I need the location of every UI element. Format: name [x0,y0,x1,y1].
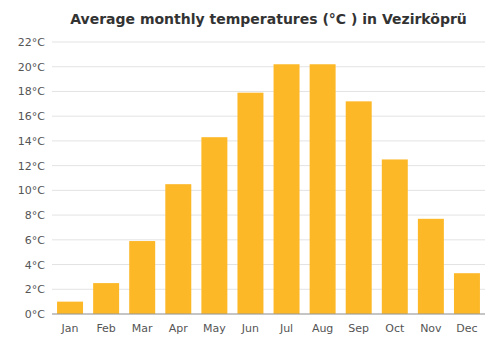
y-tick-label: 22°C [18,36,45,49]
y-tick-label: 20°C [18,61,45,74]
chart-svg: Average monthly temperatures (°C ) in Ve… [0,0,500,350]
bar [129,241,155,314]
bar [93,283,119,314]
x-tick-label: Mar [132,322,153,335]
x-tick-label: Jun [241,322,259,335]
y-tick-label: 2°C [25,283,45,296]
y-tick-label: 14°C [18,135,45,148]
bars [57,64,480,314]
bar [237,93,263,314]
grid-line [52,314,485,315]
grid-line [52,42,485,43]
y-tick-label: 12°C [18,160,45,173]
bar [57,302,83,314]
x-tick-label: Nov [420,322,442,335]
y-axis-labels: 0°C 2°C 4°C 6°C 8°C 10°C 12°C 14°C 16°C 18°C 20°C 2… [18,36,45,321]
bar [310,64,336,314]
grid-line [52,116,485,117]
x-tick-label: Aug [312,322,333,335]
grid-line [52,66,485,67]
grid-line [52,91,485,92]
y-tick-label: 10°C [18,184,45,197]
y-tick-label: 0°C [25,308,45,321]
grid-line [52,190,485,191]
y-tick-label: 6°C [25,234,45,247]
bar [454,273,480,314]
y-tick-label: 4°C [25,259,45,272]
x-tick-label: Jan [61,322,79,335]
y-tick-label: 8°C [25,209,45,222]
x-tick-label: Feb [96,322,115,335]
y-tick-label: 18°C [18,85,45,98]
bar [274,64,300,314]
x-tick-label: May [203,322,226,335]
chart-container: Average monthly temperatures (°C ) in Ve… [0,0,500,350]
y-tick-label: 16°C [18,110,45,123]
x-tick-label: Apr [169,322,189,335]
bar [382,159,408,314]
grid-line [52,140,485,141]
grid-line [52,215,485,216]
x-axis-line [52,314,485,315]
bar [346,101,372,314]
x-tick-label: Oct [385,322,405,335]
x-tick-label: Jul [279,322,293,335]
chart-title: Average monthly temperatures (°C ) in Ve… [70,11,467,27]
bar [201,137,227,314]
bar [165,184,191,314]
x-tick-label: Sep [348,322,369,335]
x-tick-label: Dec [456,322,477,335]
y-grid [52,42,485,314]
grid-line [52,165,485,166]
x-axis-labels: Jan Feb Mar Apr May Jun Jul Aug Sep Oct Nov Dec [61,322,478,335]
bar [418,219,444,314]
